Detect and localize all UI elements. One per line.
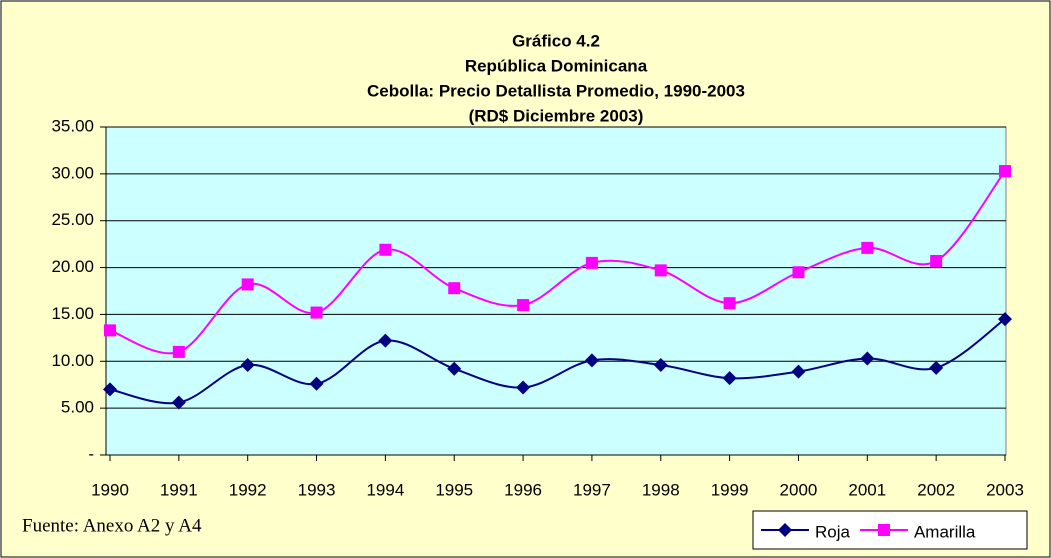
chart-title: (RD$ Diciembre 2003) bbox=[469, 106, 644, 125]
x-tick-label: 2002 bbox=[917, 480, 955, 499]
y-tick-label: - bbox=[88, 444, 94, 463]
marker bbox=[778, 523, 792, 537]
marker bbox=[723, 297, 736, 310]
chart-title: Gráfico 4.2 bbox=[512, 31, 600, 50]
y-tick-label: 10.00 bbox=[51, 351, 94, 370]
marker bbox=[104, 324, 116, 337]
marker bbox=[103, 382, 117, 397]
marker bbox=[861, 241, 874, 254]
legend-label: Amarilla bbox=[914, 522, 976, 541]
marker bbox=[241, 278, 254, 291]
x-tick-label: 1997 bbox=[573, 480, 611, 499]
marker bbox=[792, 266, 805, 279]
marker bbox=[999, 165, 1011, 178]
x-tick-label: 2000 bbox=[780, 480, 818, 499]
marker bbox=[860, 351, 875, 366]
marker bbox=[929, 360, 944, 375]
x-tick-label: 1994 bbox=[366, 480, 404, 499]
y-tick-label: 15.00 bbox=[51, 304, 94, 323]
x-tick-label: 1990 bbox=[91, 480, 129, 499]
chart-title: Cebolla: Precio Detallista Promedio, 199… bbox=[367, 81, 745, 100]
chart-title: República Dominicana bbox=[465, 56, 648, 75]
y-tick-label: 20.00 bbox=[51, 257, 94, 276]
marker bbox=[171, 395, 186, 410]
marker bbox=[379, 243, 392, 256]
marker bbox=[930, 255, 943, 268]
x-tick-label: 1999 bbox=[711, 480, 749, 499]
marker bbox=[585, 256, 598, 269]
marker bbox=[584, 353, 599, 368]
y-tick-label: 30.00 bbox=[51, 163, 94, 182]
x-tick-label: 1995 bbox=[435, 480, 473, 499]
marker bbox=[791, 364, 806, 379]
x-tick-label: 1993 bbox=[298, 480, 336, 499]
marker bbox=[517, 299, 530, 312]
y-tick-label: 25.00 bbox=[51, 210, 94, 229]
marker bbox=[447, 361, 462, 376]
x-tick-label: 2003 bbox=[986, 480, 1024, 499]
marker bbox=[654, 264, 667, 277]
y-tick-label: 5.00 bbox=[61, 398, 94, 417]
legend-label: Roja bbox=[815, 522, 851, 541]
marker bbox=[310, 306, 323, 319]
x-tick-label: 1991 bbox=[160, 480, 198, 499]
marker bbox=[378, 333, 393, 348]
x-tick-label: 1998 bbox=[642, 480, 680, 499]
x-tick-label: 1996 bbox=[504, 480, 542, 499]
x-tick-label: 1992 bbox=[229, 480, 267, 499]
marker bbox=[998, 312, 1012, 327]
marker bbox=[722, 371, 737, 386]
y-tick-label: 35.00 bbox=[51, 116, 94, 135]
marker bbox=[653, 358, 668, 373]
x-tick-label: 2001 bbox=[848, 480, 886, 499]
marker bbox=[172, 345, 185, 358]
source-note: Fuente: Anexo A2 y A4 bbox=[22, 515, 202, 536]
marker bbox=[240, 358, 255, 373]
plot-area bbox=[105, 126, 1007, 456]
marker bbox=[516, 380, 531, 395]
marker bbox=[448, 282, 461, 295]
marker bbox=[877, 524, 890, 536]
marker bbox=[309, 376, 324, 391]
